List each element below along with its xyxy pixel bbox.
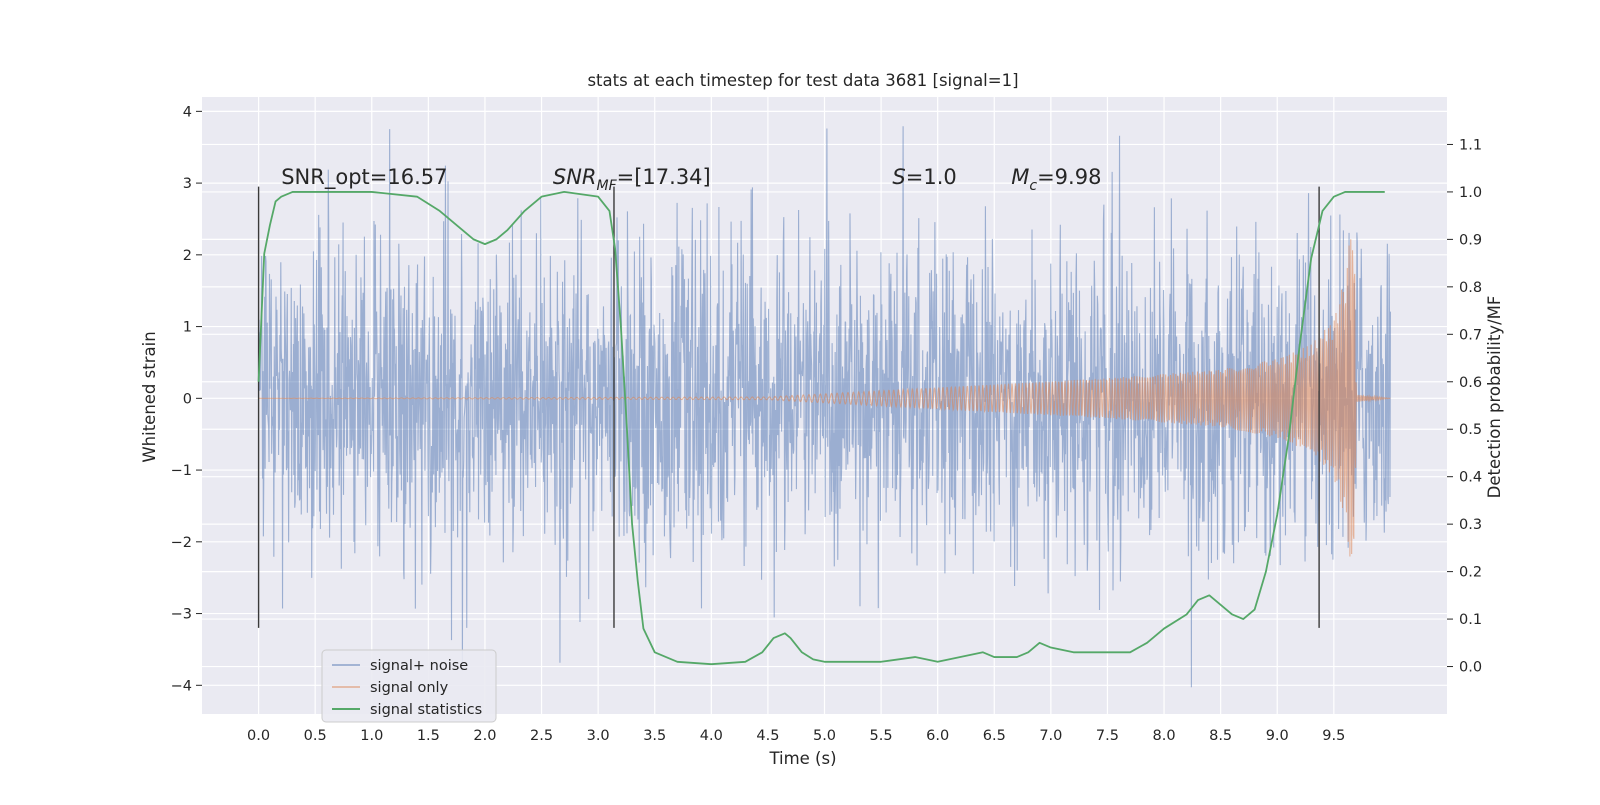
x-axis-label: Time (s) — [768, 749, 836, 768]
x-tick-label: 9.5 — [1322, 728, 1345, 744]
x-tick-label: 8.5 — [1209, 728, 1232, 744]
y-tick-label-left: 1 — [183, 320, 192, 336]
series-signal-statistics — [257, 191, 1385, 666]
x-tick-label: 4.0 — [700, 728, 723, 744]
chart-title: stats at each timestep for test data 368… — [587, 71, 1018, 90]
x-tick-label: 6.0 — [926, 728, 949, 744]
y-tick-label-left: −4 — [171, 678, 192, 694]
y-tick-label-right: 0.0 — [1459, 660, 1482, 676]
series-signal-noise — [258, 126, 1391, 688]
y-tick-label-left: 4 — [183, 104, 192, 120]
x-tick-label: 2.5 — [530, 728, 553, 744]
x-tick-label: 3.5 — [643, 728, 666, 744]
x-tick-label: 7.5 — [1096, 728, 1119, 744]
y-tick-label-right: 0.2 — [1459, 565, 1482, 581]
y-tick-label-right: 0.9 — [1459, 232, 1482, 248]
annotation-0: SNR_opt=16.57 — [281, 165, 447, 190]
annotation-3: Mc=9.98 — [1011, 165, 1101, 194]
x-tick-label: 5.5 — [870, 728, 893, 744]
x-tick-label: 1.5 — [417, 728, 440, 744]
y-tick-label-right: 0.6 — [1459, 375, 1482, 391]
y-axis-label-right: Detection probability/MF — [1485, 296, 1504, 499]
x-tick-label: 9.0 — [1266, 728, 1289, 744]
series-signal-only — [258, 239, 1391, 557]
y-tick-label-right: 0.4 — [1459, 470, 1482, 486]
x-tick-label: 2.0 — [473, 728, 496, 744]
x-tick-label: 8.0 — [1153, 728, 1176, 744]
legend-label: signal only — [370, 680, 449, 696]
x-tick-label: 1.0 — [360, 728, 383, 744]
y-tick-label-left: 0 — [183, 391, 192, 407]
legend: signal+ noise signal only signal statistic… — [321, 649, 497, 723]
x-tick-label: 7.0 — [1039, 728, 1062, 744]
y-tick-label-left: 2 — [183, 248, 192, 264]
legend-label: signal statistics — [370, 702, 482, 718]
x-tick-label: 4.5 — [756, 728, 779, 744]
x-tick-label: 0.5 — [304, 728, 327, 744]
y-tick-label-left: −1 — [171, 463, 192, 479]
y-tick-label-right: 0.5 — [1459, 422, 1482, 438]
y-tick-label-right: 1.1 — [1459, 137, 1482, 153]
annotation-2: S=1.0 — [892, 165, 956, 189]
y-tick-label-right: 1.0 — [1459, 185, 1482, 201]
x-tick-label: 3.0 — [587, 728, 610, 744]
y-tick-label-right: 0.3 — [1459, 517, 1482, 533]
y-tick-label-right: 0.7 — [1459, 327, 1482, 343]
y-axis-label-left: Whitened strain — [140, 331, 159, 462]
y-tick-label-left: −3 — [171, 607, 192, 623]
y-tick-label-right: 0.1 — [1459, 612, 1482, 628]
legend-box — [321, 649, 497, 723]
y-tick-label-right: 0.8 — [1459, 280, 1482, 296]
x-tick-label: 6.5 — [983, 728, 1006, 744]
y-tick-label-left: −2 — [171, 535, 192, 551]
y-tick-label-left: 3 — [183, 176, 192, 192]
annotation-1: SNRMF=[17.34] — [553, 165, 711, 194]
legend-label: signal+ noise — [370, 658, 468, 674]
x-tick-label: 0.0 — [247, 728, 270, 744]
x-tick-label: 5.0 — [813, 728, 836, 744]
